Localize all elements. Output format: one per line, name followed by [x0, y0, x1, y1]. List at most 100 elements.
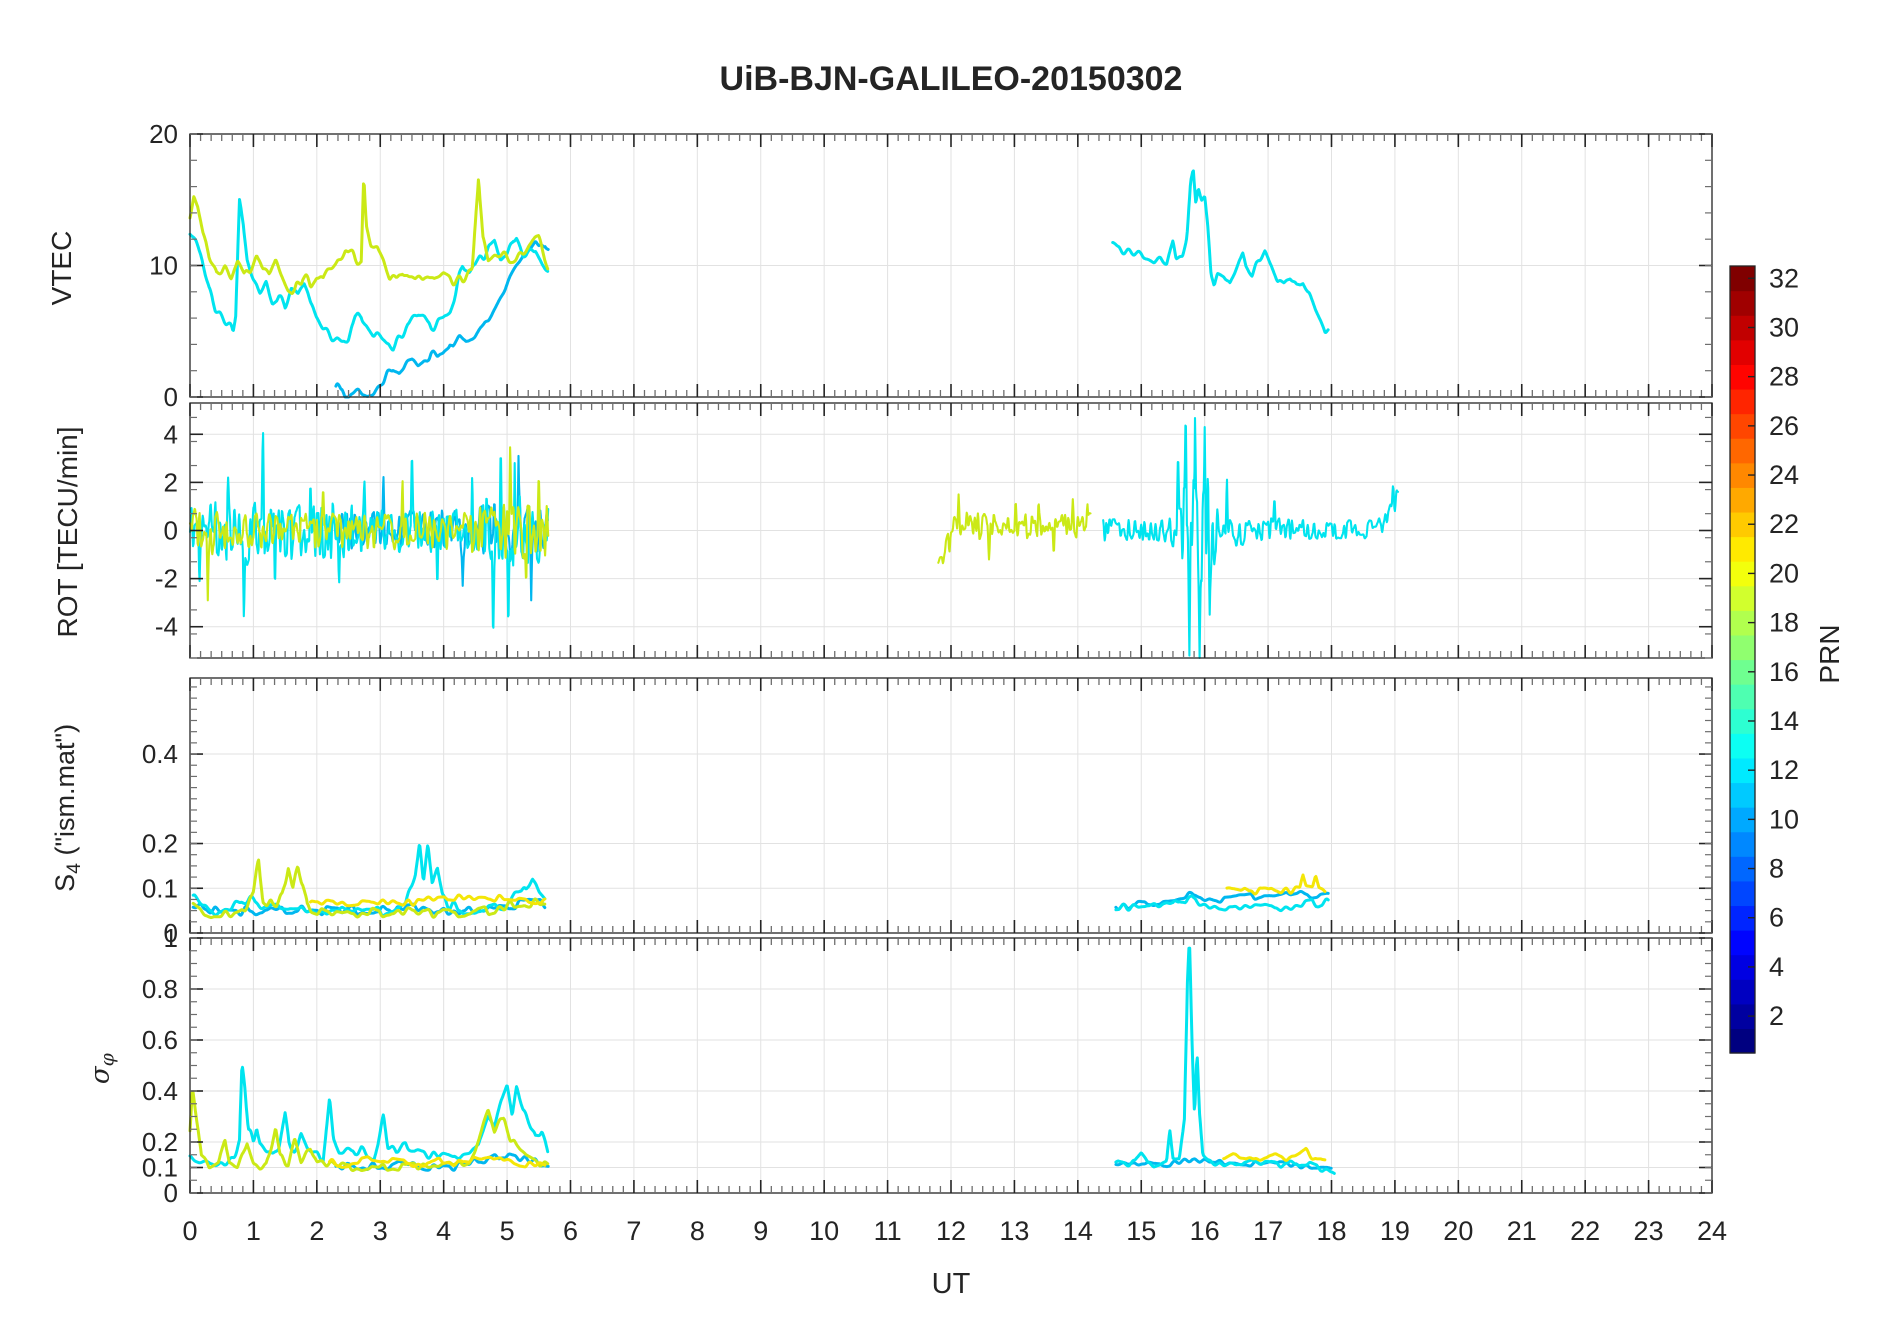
x-tick-label: 9: [753, 1216, 768, 1246]
colorbar-band: [1730, 782, 1755, 808]
x-tick-label: 7: [626, 1216, 641, 1246]
colorbar-tick-label: 20: [1769, 558, 1799, 588]
s4-ytick-label: 0.4: [142, 739, 178, 769]
colorbar-tick-label: 4: [1769, 952, 1784, 982]
axis-label-part: σ: [85, 1066, 116, 1085]
s4-trace-prn12: [1114, 894, 1330, 913]
vtec-axes-box: 0 10 20: [149, 119, 1713, 412]
subplot-vtec: 0 10 20: [149, 119, 1713, 412]
rot-trace-prn12: [1102, 416, 1400, 660]
s4-ytick-label: 0: [164, 918, 178, 948]
s4-grid: [190, 678, 1712, 933]
vtec-trace-prn12: [1111, 169, 1330, 334]
rot-ytick-label: 0: [164, 516, 178, 546]
colorbar-tick-label: 18: [1769, 608, 1799, 638]
sigmaphi-ytick-label: 1: [164, 923, 178, 953]
colorbar-tick-label: 24: [1769, 460, 1799, 490]
colorbar-band: [1730, 831, 1755, 857]
colorbar-tick-label: 8: [1769, 854, 1784, 884]
x-tick-label: 17: [1253, 1216, 1283, 1246]
colorbar-band: [1730, 487, 1755, 513]
x-tick-label: 6: [563, 1216, 578, 1246]
axis-label-part: VTEC: [46, 230, 77, 306]
x-axis-label: UT: [931, 1268, 971, 1300]
colorbar-band: [1730, 536, 1755, 562]
rot-trace-prn19: [937, 493, 1092, 565]
rot-trace-prn19: [188, 446, 550, 602]
colorbar-band: [1730, 684, 1755, 710]
x-tick-label: 5: [500, 1216, 515, 1246]
axis-label-part: φ: [97, 1053, 119, 1067]
vtec-trace-prn11: [334, 240, 550, 399]
sigmaphi-grid: [190, 938, 1712, 1193]
x-tick-label: 22: [1570, 1216, 1600, 1246]
sigmaphi-ytick-label: 0: [164, 1178, 178, 1208]
colorbar-band: [1730, 634, 1755, 661]
colorbar-tick-label: 30: [1769, 312, 1799, 342]
x-tick-label: 1: [246, 1216, 261, 1246]
colorbar-band: [1730, 880, 1755, 907]
colorbar-label: PRN: [1814, 624, 1845, 684]
x-tick-label: 8: [690, 1216, 705, 1246]
sigmaphi-ytick-label: 0.2: [142, 1127, 178, 1157]
sigmaphi-ytick-label: 0.4: [142, 1076, 178, 1106]
colorbar-band: [1730, 930, 1755, 956]
x-tick-label: 19: [1380, 1216, 1410, 1246]
vtec-ytick-label: 0: [164, 382, 178, 412]
s4-trace-prn20: [1225, 873, 1327, 896]
vtec-grid: [190, 134, 1712, 397]
rot-axis-label: ROT [TECU/min]: [52, 382, 84, 682]
x-tick-label: 21: [1507, 1216, 1537, 1246]
sigmaphi-ytick-label: 0.1: [142, 1153, 178, 1183]
colorbar-tick-label: 22: [1769, 509, 1799, 539]
x-tick-label: 15: [1126, 1216, 1156, 1246]
sigmaphi-trace-prn20: [328, 1155, 547, 1169]
vtec-trace-prn19: [188, 178, 550, 295]
sigmaphi-ytick-label: 0.8: [142, 974, 178, 1004]
s4-axes-box: 0 0.1 0.2 0.4: [142, 677, 1713, 948]
subplot-rot: -4 -2 0 2 4: [155, 402, 1713, 660]
page-title: UiB-BJN-GALILEO-20150302: [719, 60, 1183, 98]
sigmaphi-trace-prn19: [188, 1090, 550, 1172]
x-tick-label: 13: [999, 1216, 1029, 1246]
sigma-phi-axis-label: σφ: [85, 1009, 118, 1129]
vtec-axis-label: VTEC: [46, 168, 78, 368]
rot-ytick-label: -2: [155, 564, 178, 594]
x-tick-label: 4: [436, 1216, 451, 1246]
x-tick-label: 11: [874, 1216, 902, 1246]
rot-ytick-label: 2: [164, 467, 178, 497]
vtec-ytick-label: 20: [149, 119, 178, 149]
vtec-trace-prn12: [188, 198, 550, 352]
colorbar-tick-label: 16: [1769, 657, 1799, 687]
colorbar-tick-label: 2: [1769, 1001, 1784, 1031]
colorbar-band: [1730, 388, 1755, 415]
axis-label-part: S: [50, 873, 81, 892]
colorbar-tick-label: 6: [1769, 903, 1784, 933]
s4-ytick-label: 0.2: [142, 829, 178, 859]
colorbar-band: [1730, 339, 1755, 365]
s4-ytick-label: 0.1: [142, 873, 178, 903]
axis-label-part: ROT [TECU/min]: [52, 426, 83, 638]
colorbar-band: [1730, 438, 1755, 464]
subplot-sigmaphi: 00.10.2 0.4 0.6 0.8 1: [142, 923, 1713, 1208]
rot-axes-box: -4 -2 0 2 4: [155, 402, 1713, 659]
colorbar-band: [1730, 733, 1755, 759]
rot-ytick-label: -4: [155, 612, 178, 642]
colorbar-tick-label: 12: [1769, 755, 1799, 785]
sigmaphi-axes-box: 00.10.2 0.4 0.6 0.8 1: [142, 923, 1713, 1208]
colorbar-tick-label: 10: [1769, 804, 1799, 834]
colorbar-tick-label: 28: [1769, 362, 1799, 392]
vtec-ytick-label: 10: [149, 251, 178, 281]
x-tick-label: 3: [373, 1216, 388, 1246]
x-tick-label: 10: [809, 1216, 839, 1246]
x-tick-label: 12: [936, 1216, 966, 1246]
subplot-s4: 0 0.1 0.2 0.4: [142, 677, 1713, 948]
colorbar-band: [1730, 585, 1755, 611]
x-tick-label: 2: [309, 1216, 324, 1246]
axis-label-part: 4: [62, 863, 85, 874]
s4-trace-prn19: [191, 858, 547, 919]
rot-ytick-label: 4: [164, 419, 178, 449]
s4-trace-prn20: [309, 893, 547, 908]
